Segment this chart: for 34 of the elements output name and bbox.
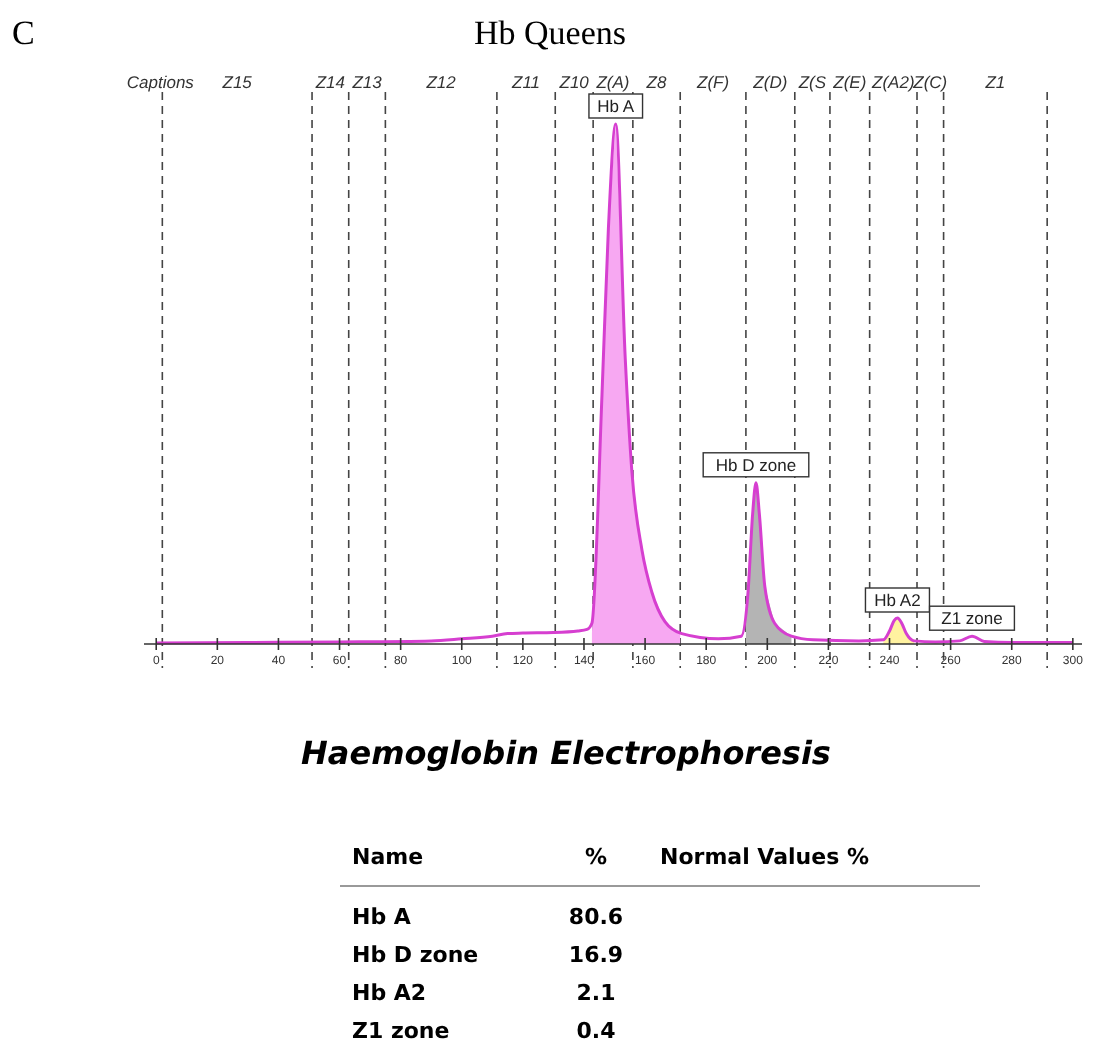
text: Z(F) (695, 72, 730, 92)
category-label: Hb A (352, 904, 412, 930)
text: Z10 (557, 72, 590, 92)
category-label: Hb A2 (352, 980, 427, 1006)
text: Z12 (424, 72, 457, 92)
text: Normal Values % (660, 844, 869, 870)
category-label: Hb D zone (352, 942, 479, 968)
text: Z1 (983, 72, 1006, 92)
text: Z14 (313, 72, 346, 92)
text: Z13 (350, 72, 383, 92)
category-label: Z1 zone (352, 1018, 450, 1044)
text: Z(C) (911, 72, 948, 92)
text: Z11 (510, 72, 541, 92)
data-label: 2.1 (576, 980, 616, 1006)
text: Z(S (796, 72, 827, 92)
data-label: 80.6 (568, 904, 624, 930)
chart-title: Hb Queens (473, 14, 627, 52)
data-label: 16.9 (568, 942, 624, 968)
annotation: Hb A (597, 96, 635, 116)
annotation: Hb A2 (874, 590, 922, 610)
text: % (584, 844, 608, 870)
annotation: Hb D zone (715, 454, 797, 475)
text: Z(D) (751, 72, 788, 92)
text: C (12, 14, 35, 52)
annotation: Z1 zone (941, 608, 1004, 629)
text: Z15 (220, 72, 253, 92)
text: Name (352, 844, 424, 870)
text: Z8 (644, 72, 667, 92)
text: Z(A2) (870, 72, 915, 92)
text: Haemoglobin Electrophoresis (301, 734, 831, 772)
data-label: 0.4 (576, 1018, 617, 1044)
text: Captions (126, 72, 196, 92)
text: Z(E) (831, 72, 867, 92)
text: Z(A) (594, 72, 630, 92)
